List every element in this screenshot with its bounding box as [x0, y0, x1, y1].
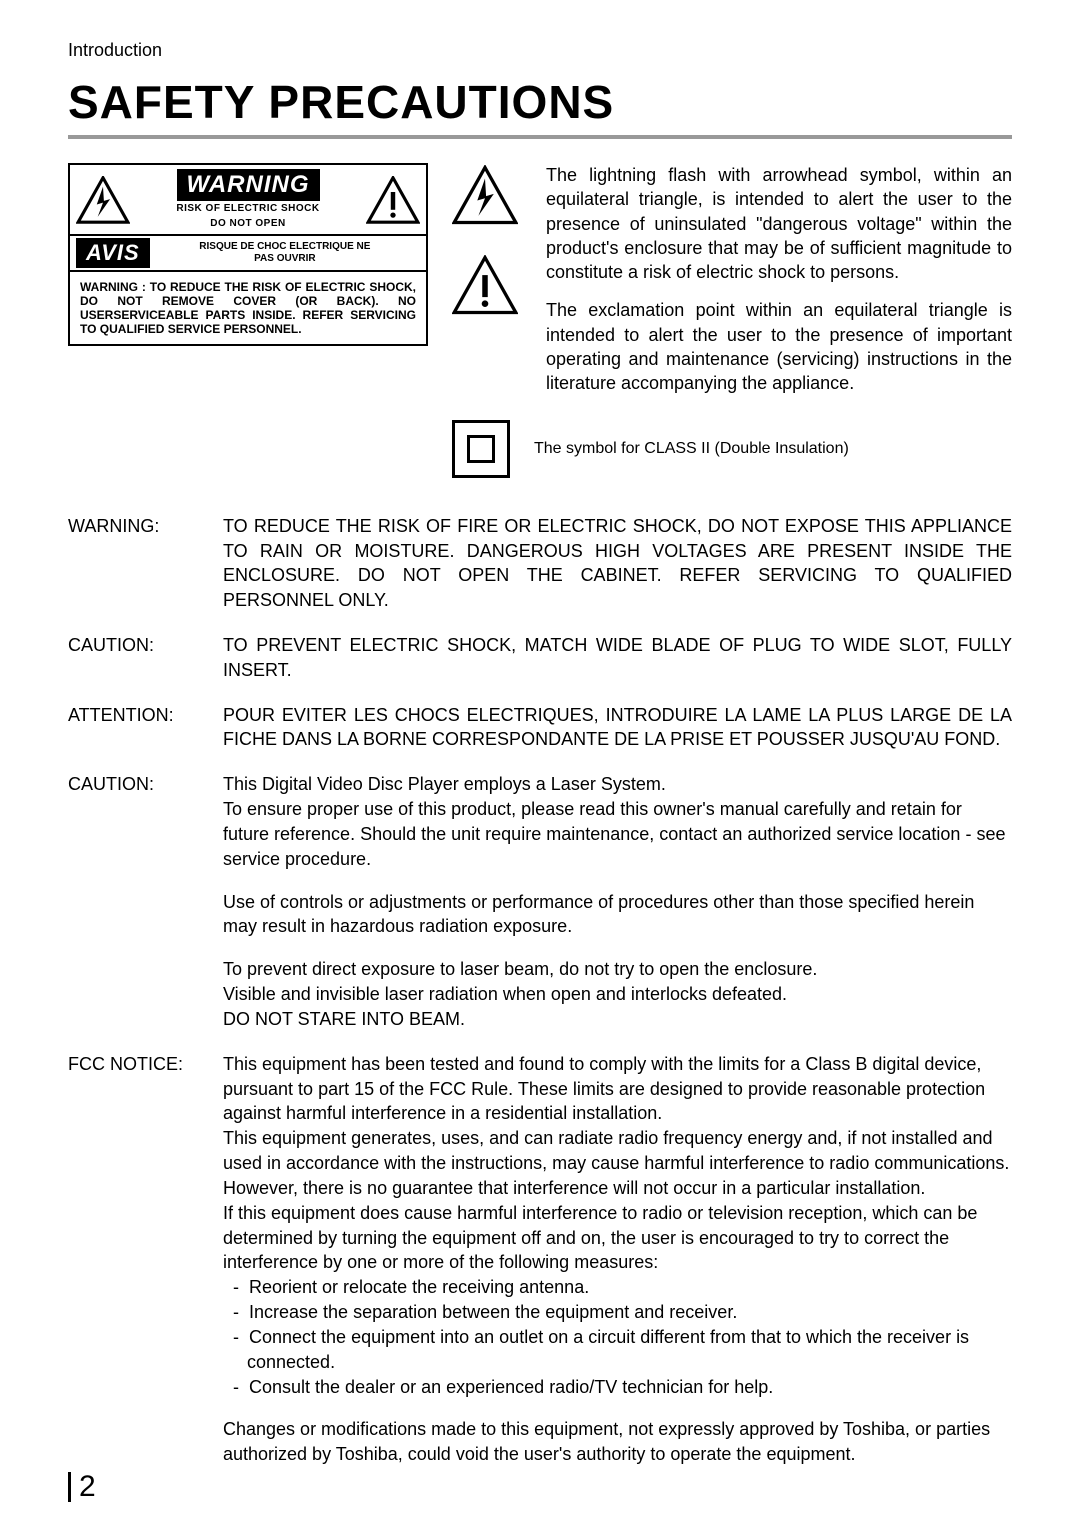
c2-p1: This Digital Video Disc Player employs a…: [223, 772, 1012, 797]
warning-panel-column: WARNING RISK OF ELECTRIC SHOCK DO NOT OP…: [68, 163, 428, 410]
notice-label: FCC NOTICE:: [68, 1052, 223, 1487]
c2-p3: Use of controls or adjustments or perfor…: [223, 890, 1012, 940]
fcc-b1: - Reorient or relocate the receiving ant…: [223, 1275, 1012, 1300]
avis-line1: RISQUE DE CHOC ELECTRIQUE NE: [199, 241, 370, 252]
fcc-p5: Changes or modifications made to this eq…: [223, 1417, 1012, 1467]
fcc-b4-text: Consult the dealer or an experienced rad…: [249, 1377, 773, 1397]
fcc-b2-text: Increase the separation between the equi…: [249, 1302, 737, 1322]
warning-panel-top: WARNING RISK OF ELECTRIC SHOCK DO NOT OP…: [70, 165, 426, 236]
warning-panel-body: WARNING : TO REDUCE THE RISK OF ELECTRIC…: [70, 272, 426, 344]
warning-panel-mid: AVIS RISQUE DE CHOC ELECTRIQUE NE PAS OU…: [70, 236, 426, 272]
notice-text: TO PREVENT ELECTRIC SHOCK, MATCH WIDE BL…: [223, 633, 1012, 703]
class2-inner: [467, 435, 495, 463]
fcc-b4: - Consult the dealer or an experienced r…: [223, 1375, 1012, 1400]
warning-heading: WARNING: [177, 169, 320, 201]
avis-text: RISQUE DE CHOC ELECTRIQUE NE PAS OUVRIR: [150, 241, 420, 265]
exclamation-description: The exclamation point within an equilate…: [546, 298, 1012, 395]
c2-p2: To ensure proper use of this product, pl…: [223, 797, 1012, 871]
notice-label: WARNING:: [68, 514, 223, 633]
avis-heading: AVIS: [76, 238, 150, 268]
notice-label: CAUTION:: [68, 633, 223, 703]
icon-column: [452, 163, 522, 410]
warning-panel: WARNING RISK OF ELECTRIC SHOCK DO NOT OP…: [68, 163, 428, 346]
notice-label: ATTENTION:: [68, 703, 223, 773]
fcc-p2: This equipment generates, uses, and can …: [223, 1126, 1012, 1176]
notice-label: CAUTION:: [68, 772, 223, 1051]
fcc-bullets: - Reorient or relocate the receiving ant…: [223, 1275, 1012, 1399]
fcc-p1: This equipment has been tested and found…: [223, 1052, 1012, 1126]
fcc-b1-text: Reorient or relocate the receiving anten…: [249, 1277, 589, 1297]
notice-text: TO REDUCE THE RISK OF FIRE OR ELECTRIC S…: [223, 514, 1012, 633]
fcc-p4: If this equipment does cause harmful int…: [223, 1201, 1012, 1275]
fcc-p3: However, there is no guarantee that inte…: [223, 1176, 1012, 1201]
symbol-descriptions: The lightning flash with arrowhead symbo…: [546, 163, 1012, 410]
fcc-b3: - Connect the equipment into an outlet o…: [223, 1325, 1012, 1375]
notice-caution2: CAUTION: This Digital Video Disc Player …: [68, 772, 1012, 1051]
notices-table: WARNING: TO REDUCE THE RISK OF FIRE OR E…: [68, 514, 1012, 1487]
notice-text: This equipment has been tested and found…: [223, 1052, 1012, 1487]
c2-p5: Visible and invisible laser radiation wh…: [223, 982, 1012, 1007]
c2-p6: DO NOT STARE INTO BEAM.: [223, 1007, 1012, 1032]
page-title: SAFETY PRECAUTIONS: [68, 75, 1012, 129]
fcc-b3-text: Connect the equipment into an outlet on …: [247, 1327, 969, 1372]
top-row: WARNING RISK OF ELECTRIC SHOCK DO NOT OP…: [68, 163, 1012, 410]
class2-row: The symbol for CLASS II (Double Insulati…: [452, 420, 1012, 478]
notice-attention: ATTENTION: POUR EVITER LES CHOCS ELECTRI…: [68, 703, 1012, 773]
warning-subtext2: DO NOT OPEN: [130, 218, 366, 231]
notice-caution1: CAUTION: TO PREVENT ELECTRIC SHOCK, MATC…: [68, 633, 1012, 703]
fcc-b2: - Increase the separation between the eq…: [223, 1300, 1012, 1325]
section-label: Introduction: [68, 40, 1012, 61]
c2-p4: To prevent direct exposure to laser beam…: [223, 957, 1012, 982]
avis-line2: PAS OUVRIR: [254, 253, 316, 264]
lightning-triangle-icon: [76, 176, 130, 224]
lightning-description: The lightning flash with arrowhead symbo…: [546, 163, 1012, 284]
title-rule: [68, 135, 1012, 139]
notice-text: This Digital Video Disc Player employs a…: [223, 772, 1012, 1051]
notice-fcc: FCC NOTICE: This equipment has been test…: [68, 1052, 1012, 1487]
class2-icon: [452, 420, 510, 478]
warning-subtext1: RISK OF ELECTRIC SHOCK: [130, 203, 366, 216]
warning-heading-block: WARNING RISK OF ELECTRIC SHOCK DO NOT OP…: [130, 169, 366, 230]
class2-text: The symbol for CLASS II (Double Insulati…: [534, 440, 849, 458]
exclamation-triangle-icon: [366, 176, 420, 224]
notice-text: POUR EVITER LES CHOCS ELECTRIQUES, INTRO…: [223, 703, 1012, 773]
exclamation-triangle-icon: [452, 255, 518, 315]
page-number: 2: [68, 1472, 96, 1502]
notice-warning: WARNING: TO REDUCE THE RISK OF FIRE OR E…: [68, 514, 1012, 633]
lightning-triangle-icon: [452, 165, 518, 225]
